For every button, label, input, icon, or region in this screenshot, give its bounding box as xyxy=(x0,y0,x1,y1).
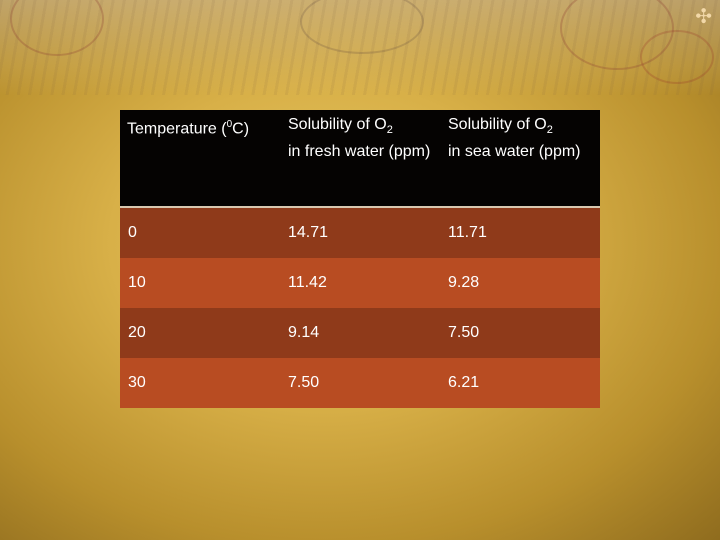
cell-sea-water: 7.50 xyxy=(440,308,600,358)
table-header-row: Temperature (0C) Solubility of O2 in fre… xyxy=(120,110,600,208)
header-fresh-water: Solubility of O2 in fresh water (ppm) xyxy=(280,110,440,208)
postmark-stamp xyxy=(300,0,424,54)
cell-fresh-water: 11.42 xyxy=(280,258,440,308)
corner-ornament-icon: ✣ xyxy=(695,6,712,28)
cell-sea-water: 6.21 xyxy=(440,358,600,408)
table-row: 30 7.50 6.21 xyxy=(120,358,600,408)
cell-fresh-water: 7.50 xyxy=(280,358,440,408)
table-row: 0 14.71 11.71 xyxy=(120,207,600,258)
solubility-table: Temperature (0C) Solubility of O2 in fre… xyxy=(120,110,600,408)
header-temperature: Temperature (0C) xyxy=(120,110,280,208)
postmark-stamp xyxy=(640,30,714,84)
stamp-collage-background: ✣ xyxy=(0,0,720,95)
cell-fresh-water: 9.14 xyxy=(280,308,440,358)
cell-sea-water: 9.28 xyxy=(440,258,600,308)
table-row: 20 9.14 7.50 xyxy=(120,308,600,358)
cell-fresh-water: 14.71 xyxy=(280,207,440,258)
postmark-stamp xyxy=(10,0,104,56)
cell-temperature: 10 xyxy=(120,258,280,308)
table-row: 10 11.42 9.28 xyxy=(120,258,600,308)
cell-temperature: 20 xyxy=(120,308,280,358)
header-sea-water: Solubility of O2 in sea water (ppm) xyxy=(440,110,600,208)
cell-temperature: 30 xyxy=(120,358,280,408)
cell-temperature: 0 xyxy=(120,207,280,258)
cell-sea-water: 11.71 xyxy=(440,207,600,258)
